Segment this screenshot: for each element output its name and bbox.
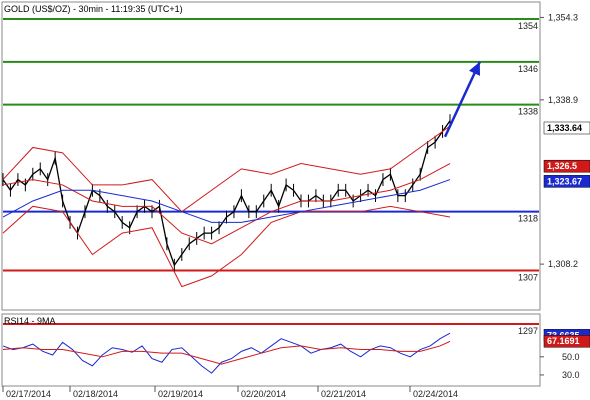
ma-red-marker-label: 1,326.5 [547,161,577,171]
rsi-chart-title: RSI14 - 9MA [4,316,56,326]
rsi-axis-tick-label: 50.0 [562,352,580,362]
level-label-1297: 1297 [518,326,538,336]
series-ma-blue [2,179,451,223]
series-bollinger-upper [2,125,451,213]
level-label-1318: 1318 [518,214,538,224]
x-axis-tick-label: 02/20/2014 [241,389,286,399]
series-ma-red [2,163,451,245]
price-axis-tick-label: 1,308.2 [548,259,578,269]
current-price-box [543,121,590,135]
trend-arrow-head [468,61,481,76]
rsi-ma-value-box [543,334,590,348]
price-panel-frame [1,1,541,311]
rsi-panel: 50.030.073.663567.1691 [2,329,590,380]
series-bollinger-lower [2,205,451,288]
series-rsi [2,332,451,374]
ma-red-marker-box [543,159,590,173]
ma-blue-marker-label: 1,323.67 [547,176,582,186]
x-axis-tick-label: 02/17/2014 [6,389,51,399]
level-label-1354: 1354 [518,21,538,31]
level-label-1307: 1307 [518,273,538,283]
price-axis-tick-label: 1,354.3 [548,12,578,22]
ma-blue-marker-box [543,175,590,188]
x-axis: 02/17/2014 02/18/2014 02/19/2014 02/20/2014… [2,386,458,399]
price-panel: 1354 1346 1338 1318 1307 1297 1,354.3 1,338.9 1,… [2,12,590,336]
x-axis-tick-label: 02/24/2014 [413,389,458,399]
x-axis-tick-label: 02/18/2014 [73,389,118,399]
current-price-label: 1,333.64 [547,123,582,133]
price-chart-title: GOLD (US$/OZ) - 30min - 11:19:35 (UTC+1) [4,4,183,14]
level-label-1346: 1346 [518,64,538,74]
rsi-ma-value-label: 67.1691 [547,336,580,346]
level-label-1338: 1338 [518,107,538,117]
rsi-axis-tick-label: 30.0 [562,370,580,380]
x-axis-tick-label: 02/19/2014 [158,389,203,399]
price-axis-tick-label: 1,338.9 [548,95,578,105]
x-axis-tick-label: 02/21/2014 [321,389,366,399]
trend-arrow-shaft [443,61,481,138]
series-rsi-ma [2,340,451,365]
